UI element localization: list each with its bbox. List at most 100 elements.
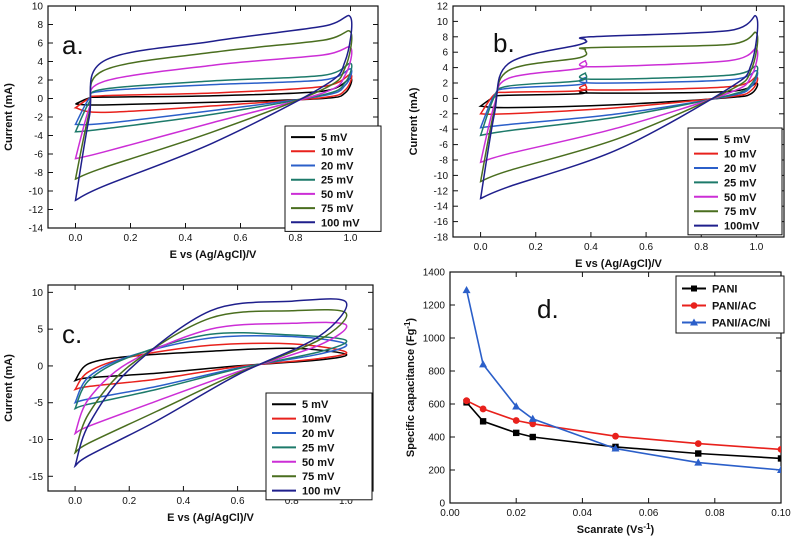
data-point [479,360,488,368]
y-tick-label: -5 [34,398,43,409]
y-tick-label: 12 [437,2,449,13]
data-point [529,433,536,441]
data-point [695,450,702,457]
cv-loop-10-mv [479,76,759,115]
x-tick-label: 0.06 [639,508,659,519]
y-tick-label: -6 [439,140,448,151]
legend-label: 75 mV [302,471,335,483]
y-tick-label: 8 [442,32,448,43]
y-tick-label: 0 [439,499,445,510]
cv-loop-75-mv [479,31,759,183]
x-axis-label: Scanrate (Vs-1) [577,522,655,537]
cv-loop-50-mv [479,47,759,164]
legend-label: PANI/AC/Ni [712,318,770,330]
y-tick-label: -10 [29,187,44,198]
x-tick-label: 0.4 [179,233,193,244]
legend-label: 25 mV [321,175,354,187]
y-tick-label: 0 [37,94,43,105]
cv-loop-100-mv [73,298,348,469]
data-point [512,417,520,424]
legend-label: 25 mV [302,442,335,454]
y-tick-label: 4 [37,57,43,68]
data-point [479,418,487,425]
y-tick-label: 6 [442,48,448,59]
y-tick-label: 8 [37,20,43,31]
y-tick-label: 400 [428,433,445,444]
legend-label: 20 mV [321,161,354,173]
cv-loop-100-mv [74,14,353,202]
y-tick-label: -15 [29,472,44,483]
x-axis-label-end: ) [651,524,655,536]
x-tick-label: 0.0 [69,233,83,244]
y-tick-label: 5 [37,325,43,336]
data-point [462,285,471,294]
x-tick-label: 0.0 [68,496,82,507]
y-tick-label: -8 [439,156,448,167]
legend-label: 100 mV [302,486,341,498]
y-tick-label: 10 [32,2,44,13]
legend-label: 50 mV [724,192,757,204]
legend-label: 5 mV [302,399,329,411]
cv-loop-25-mv [479,65,759,137]
data-point [463,397,470,405]
data-point [777,445,781,453]
y-tick-label: 600 [428,400,445,411]
x-axis-label: E vs (Ag/AgCl)/V [575,258,662,270]
legend-label: 5 mV [321,132,348,144]
data-point [694,440,702,447]
y-tick-label: -18 [434,233,449,244]
cv-loop-25-mv [73,331,348,410]
x-tick-label: 0.4 [176,496,190,507]
y-tick-label: -4 [439,125,448,136]
legend: 5 mV 10 mV 20 mV 25 mV 50 mV 75 mV 100mV [687,127,783,236]
legend-label: 75 mV [724,206,757,218]
legend-label: 50 mV [321,189,354,201]
legend-label: PANI [712,284,737,296]
data-point [611,444,620,452]
legend-marker [690,318,698,326]
x-tick-label: 0.8 [289,233,303,244]
legend-label: 50 mV [302,457,335,469]
cv-loop-100mv [479,14,759,200]
legend: 5 mV 10mV 20 mV 25 mV 50 mV 75 mV 100 mV [265,392,373,501]
y-tick-label: -2 [34,113,43,124]
y-tick-label: -8 [34,168,43,179]
legend-label: 10 mV [321,146,354,158]
y-axis-label-superscript: -1 [403,321,412,329]
cv-loop-20-mv [73,334,348,404]
panel-letter-label: c. [62,319,82,349]
y-tick-label: 6 [37,39,43,50]
data-point [479,405,487,413]
y-tick-label: 2 [442,79,448,90]
y-axis-label: Current (mA) [408,87,420,155]
y-tick-label: -12 [434,186,449,197]
plot-frame [452,5,785,238]
cv-loop-75-mv [74,30,353,181]
plot-frame [449,271,782,504]
x-tick-label: 0.04 [573,508,593,519]
x-tick-label: 0.2 [529,242,543,253]
panel-a: 0.0 0.2 0.4 0.6 0.8 1.0 -14 -12 -10 -8 -6 -4 -2 0 2 4 6 8… [3,2,382,261]
x-tick-label: 1.0 [749,242,763,253]
plot-frame [47,284,374,492]
panel-c: 0.0 0.2 0.4 0.6 0.8 1.0 -15 -10 -5 0 5 10 E vs (Ag/A… [3,284,374,524]
y-axis-label-end: ) [405,318,417,322]
legend-label: 100mV [724,221,760,233]
x-tick-label: 0.2 [122,496,136,507]
data-point [529,420,537,428]
y-tick-label: 10 [32,288,44,299]
legend-label: 10mV [302,414,332,426]
legend: 5 mV 10 mV 20 mV 25 mV 50 mV 75 mV 100 mV [284,125,382,232]
y-tick-label: 1000 [423,334,446,345]
plot-area [462,285,781,473]
y-tick-label: 1200 [423,301,446,312]
y-tick-label: 4 [442,63,448,74]
y-tick-label: 0 [442,94,448,105]
y-axis-label: Current (mA) [3,354,15,422]
data-point [612,432,619,440]
y-axis-label: Current (mA) [3,83,15,151]
legend-label: 100 mV [321,217,360,229]
x-tick-label: 1.0 [344,233,358,244]
legend-label: 20 mV [302,428,335,440]
